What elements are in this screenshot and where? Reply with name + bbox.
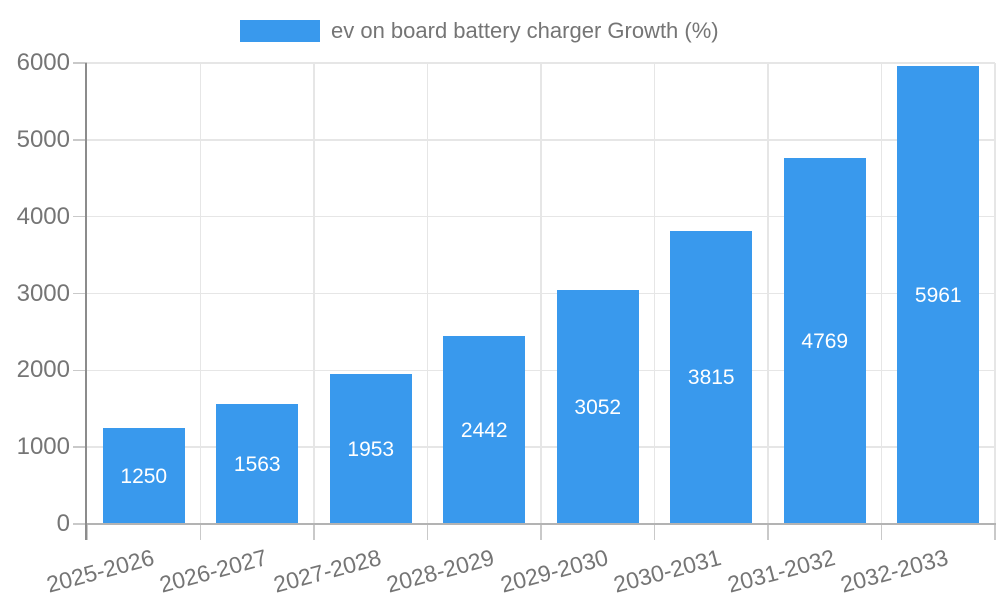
v-gridline <box>767 63 769 524</box>
bar-2029-2030[interactable] <box>556 289 639 524</box>
chart-legend-item[interactable]: ev on board battery charger Growth (%) <box>240 18 719 44</box>
bar-2027-2028[interactable] <box>329 373 412 524</box>
v-gridline <box>880 63 883 524</box>
bar-2026-2027[interactable] <box>216 403 299 524</box>
x-axis-tick <box>767 524 769 540</box>
x-axis-tick <box>880 524 883 540</box>
y-axis-tick <box>73 369 87 372</box>
y-axis-tick <box>73 215 87 218</box>
y-axis-tick-label: 0 <box>56 510 70 537</box>
bar-2028-2029[interactable] <box>443 336 526 524</box>
y-axis-tick <box>73 62 87 64</box>
y-axis-tick-label: 2000 <box>16 356 70 384</box>
x-axis-tick <box>653 524 656 540</box>
y-axis-tick <box>73 523 87 525</box>
x-axis-tick <box>994 524 996 540</box>
v-gridline <box>994 63 996 524</box>
v-gridline <box>426 63 429 524</box>
bar-2031-2032[interactable] <box>783 157 866 524</box>
y-axis-tick <box>73 446 87 448</box>
v-gridline <box>199 63 202 524</box>
x-axis-line <box>87 523 996 525</box>
bar-value-label: 5961 <box>914 283 962 307</box>
bar-value-label: 2442 <box>460 419 508 443</box>
x-axis-tick <box>540 524 542 540</box>
y-axis-tick <box>73 139 87 141</box>
y-axis-tick-label: 4000 <box>16 202 70 230</box>
y-axis-tick-label: 1000 <box>16 433 70 461</box>
x-axis-tick <box>86 524 88 540</box>
bar-value-label: 1563 <box>233 452 281 476</box>
x-axis-tick <box>426 524 429 540</box>
y-axis-line <box>85 63 87 540</box>
x-axis-tick <box>313 524 315 540</box>
v-gridline <box>653 63 656 524</box>
bar-value-label: 1250 <box>120 464 168 488</box>
bar-value-label: 3815 <box>687 366 735 390</box>
v-gridline <box>540 63 542 524</box>
legend-swatch-icon <box>240 20 320 42</box>
bar-2030-2031[interactable] <box>670 230 753 524</box>
bar-2032-2033[interactable] <box>897 65 980 524</box>
y-axis-tick-label: 3000 <box>16 279 70 307</box>
y-axis-tick <box>73 292 87 295</box>
bar-2025-2026[interactable] <box>102 427 185 524</box>
y-axis-tick-label: 6000 <box>16 49 70 76</box>
bar-value-label: 4769 <box>801 329 849 353</box>
x-axis-tick <box>199 524 202 540</box>
y-axis-tick-label: 5000 <box>16 125 70 153</box>
v-gridline <box>313 63 315 524</box>
bar-value-label: 1953 <box>347 437 395 461</box>
legend-label: ev on board battery charger Growth (%) <box>331 18 719 43</box>
bar-value-label: 3052 <box>574 395 622 419</box>
